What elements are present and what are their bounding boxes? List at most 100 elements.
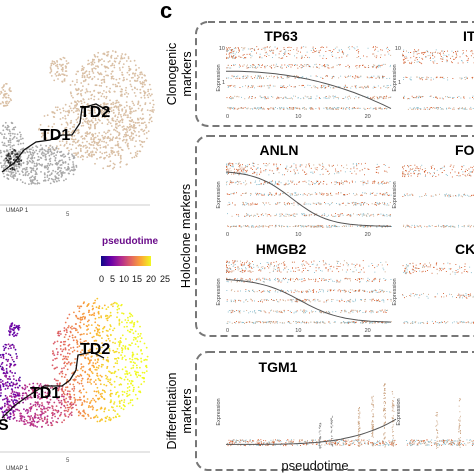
umap-point xyxy=(110,54,113,57)
umap-point xyxy=(114,126,117,129)
expression-point xyxy=(328,164,330,166)
umap-point xyxy=(26,166,28,169)
expression-point xyxy=(253,64,255,66)
expression-point xyxy=(230,96,232,98)
expression-point xyxy=(409,62,411,64)
expression-point xyxy=(247,67,249,69)
expression-point xyxy=(470,108,472,110)
umap-point xyxy=(9,412,12,415)
umap-point xyxy=(81,154,83,157)
expression-point xyxy=(326,75,327,77)
umap-point xyxy=(96,361,99,364)
umap-point xyxy=(133,156,136,159)
expression-point xyxy=(376,163,378,165)
umap-point xyxy=(122,63,125,65)
umap-point xyxy=(127,126,130,129)
umap-point xyxy=(88,76,90,79)
expression-point xyxy=(312,66,314,68)
umap-bottom-points xyxy=(0,297,149,428)
umap-point xyxy=(122,125,125,128)
umap-point xyxy=(125,110,127,113)
expression-point xyxy=(355,85,357,87)
expression-point xyxy=(320,87,322,89)
umap-point xyxy=(15,137,18,140)
expression-point xyxy=(466,50,467,52)
expression-point xyxy=(231,96,233,98)
umap-point xyxy=(149,94,152,97)
expression-point xyxy=(289,84,291,86)
expression-point xyxy=(358,66,360,68)
umap-point xyxy=(131,100,134,103)
expression-point xyxy=(382,195,384,196)
expression-point xyxy=(309,85,311,86)
expression-point xyxy=(334,107,335,108)
umap-point xyxy=(71,336,74,339)
expression-point xyxy=(453,107,455,109)
umap-point xyxy=(101,116,104,119)
umap-bottom-left-label: S xyxy=(0,417,9,434)
umap-point xyxy=(109,325,112,328)
y-tick-label: 1 xyxy=(222,80,225,86)
expression-point xyxy=(356,57,358,58)
umap-point xyxy=(110,110,113,112)
umap-point xyxy=(97,311,100,314)
expression-point xyxy=(271,96,272,97)
umap-point xyxy=(98,132,101,134)
umap-point xyxy=(119,114,122,116)
umap-point xyxy=(104,106,107,109)
expression-point xyxy=(259,85,260,87)
umap-point xyxy=(126,329,129,332)
expression-point xyxy=(235,47,237,49)
expression-point xyxy=(302,65,304,67)
expression-point xyxy=(300,67,302,69)
umap-point xyxy=(116,413,119,415)
expression-point xyxy=(426,50,428,52)
expression-point xyxy=(382,97,384,99)
expression-point xyxy=(266,75,267,77)
umap-point xyxy=(93,138,95,141)
umap-point xyxy=(125,91,128,94)
expression-point xyxy=(461,60,463,62)
expression-point xyxy=(440,54,441,56)
umap-point xyxy=(32,149,35,152)
expression-point xyxy=(455,57,456,59)
umap-point xyxy=(72,161,74,163)
expression-point xyxy=(403,51,404,52)
umap-point xyxy=(109,87,111,90)
umap-point xyxy=(92,72,95,74)
umap-point xyxy=(88,109,91,112)
umap-point xyxy=(124,114,127,116)
expression-point xyxy=(293,183,295,185)
expression-point xyxy=(263,96,265,98)
expression-point xyxy=(462,107,463,109)
expression-point xyxy=(279,107,281,109)
expression-point xyxy=(282,98,284,100)
umap-point xyxy=(139,335,141,337)
umap-point xyxy=(76,369,79,372)
expression-point xyxy=(378,78,380,79)
expression-point xyxy=(229,180,231,182)
expression-point xyxy=(254,107,256,109)
umap-point xyxy=(51,405,53,407)
expression-point xyxy=(373,180,375,182)
umap-point xyxy=(117,105,120,108)
expression-point xyxy=(264,96,266,98)
umap-point xyxy=(5,397,7,400)
expression-point xyxy=(277,169,279,170)
expression-point xyxy=(322,57,324,59)
expression-point xyxy=(231,84,233,86)
umap-point xyxy=(73,156,75,159)
expression-point xyxy=(416,61,418,63)
expression-point xyxy=(254,49,256,51)
expression-point xyxy=(328,108,330,109)
expression-point xyxy=(446,59,448,61)
umap-point xyxy=(86,90,88,92)
expression-point xyxy=(328,174,330,175)
umap-point xyxy=(134,64,137,67)
expression-point xyxy=(463,97,465,99)
clonogenic-label-line2: markers xyxy=(180,51,194,96)
expression-point xyxy=(272,108,274,110)
umap-point xyxy=(139,88,142,91)
expression-point xyxy=(364,167,366,169)
umap-point xyxy=(140,383,143,386)
